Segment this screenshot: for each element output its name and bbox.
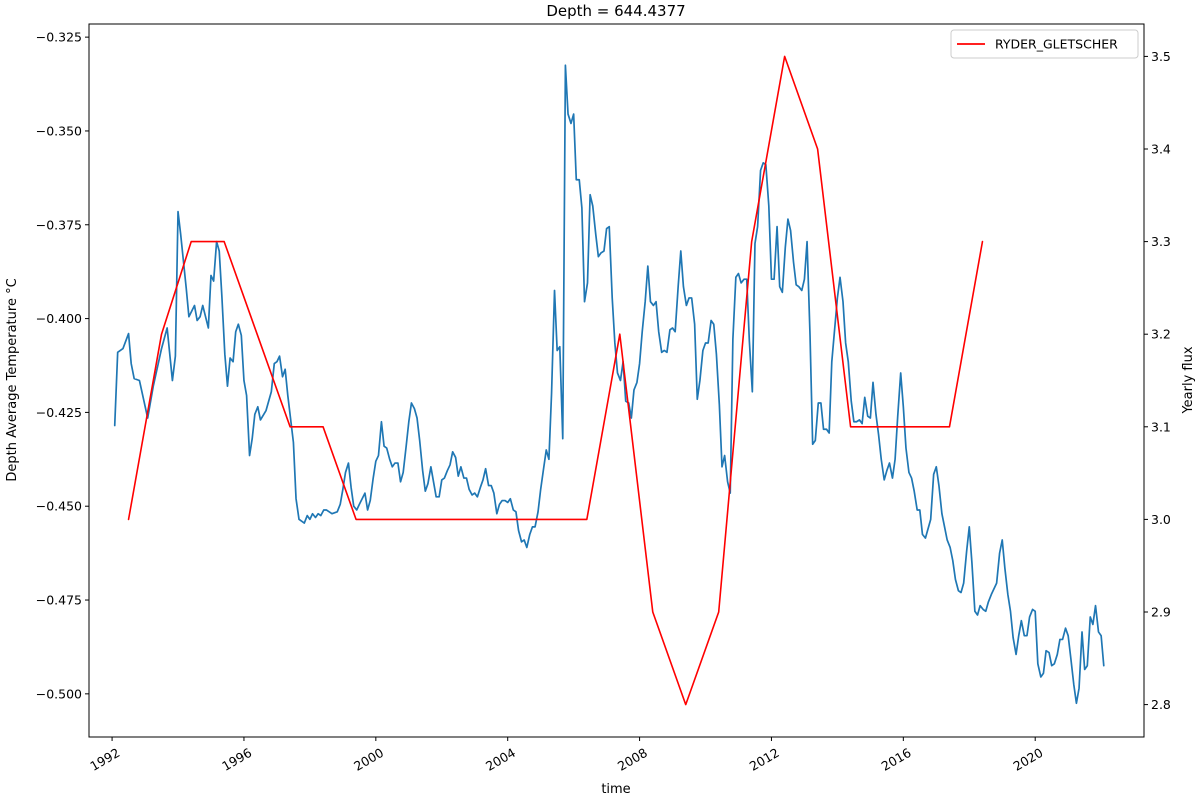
- y-left-tick-label: −0.475: [36, 593, 82, 608]
- y-right-tick-label: 3.3: [1151, 234, 1171, 249]
- y-left-tick-label: −0.375: [36, 217, 82, 232]
- y-right-tick-label: 3.4: [1151, 142, 1171, 157]
- series-line-ryder-gletscher: [127, 55, 984, 706]
- y-right-tick-label: 3.2: [1151, 327, 1171, 342]
- y-left-tick-label: −0.500: [36, 686, 82, 701]
- series-layer: [113, 55, 1105, 706]
- y-left-tick-label: −0.400: [36, 311, 82, 326]
- legend: RYDER_GLETSCHER: [950, 29, 1139, 59]
- y-right-axis-label: Yearly flux: [1181, 346, 1196, 414]
- y-right-axis: 2.8 2.9 3.0 3.1 3.2 3.3 3.4 3.5: [1144, 49, 1171, 712]
- y-right-tick-label: 2.8: [1151, 697, 1171, 712]
- x-axis-label: time: [601, 782, 630, 797]
- legend-label-ryder-gletscher: RYDER_GLETSCHER: [995, 37, 1118, 52]
- y-left-axis-label: Depth Average Temperature °C: [5, 278, 20, 481]
- y-right-tick-label: 3.0: [1151, 512, 1171, 527]
- y-right-tick-label: 3.1: [1151, 419, 1171, 434]
- plot-frame: [88, 23, 1145, 738]
- y-left-axis: −0.325 −0.350 −0.375 −0.400 −0.425 −0.450 −0.4…: [36, 30, 89, 701]
- series-line-depth-average-temperature: [113, 64, 1105, 705]
- y-left-tick-label: −0.425: [36, 405, 82, 420]
- plot-area: [88, 23, 1145, 738]
- y-left-tick-label: −0.450: [36, 499, 82, 514]
- y-right-tick-label: 3.5: [1151, 49, 1171, 64]
- chart-title: Depth = 644.4377: [546, 2, 685, 20]
- legend-box: [950, 29, 1139, 59]
- y-left-tick-label: −0.325: [36, 30, 82, 45]
- y-left-tick-label: −0.350: [36, 123, 82, 138]
- y-right-tick-label: 2.9: [1151, 604, 1171, 619]
